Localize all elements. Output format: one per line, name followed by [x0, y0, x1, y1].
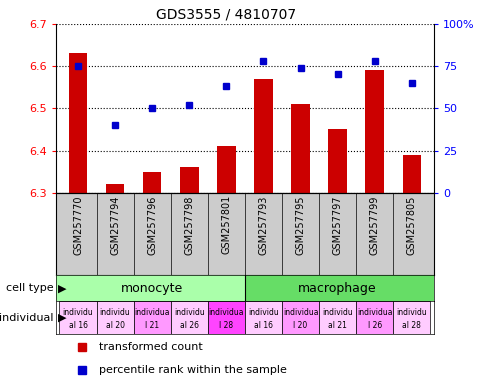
Text: individu: individu — [248, 308, 278, 317]
Text: cell type: cell type — [6, 283, 53, 293]
Text: l 28: l 28 — [219, 321, 233, 330]
Bar — [244, 301, 281, 334]
Text: GSM257793: GSM257793 — [258, 195, 268, 255]
Bar — [281, 301, 318, 334]
Text: GSM257801: GSM257801 — [221, 195, 231, 255]
Text: al 20: al 20 — [106, 321, 124, 330]
Text: GSM257799: GSM257799 — [369, 195, 379, 255]
Bar — [208, 301, 244, 334]
Text: percentile rank within the sample: percentile rank within the sample — [99, 365, 287, 375]
Bar — [96, 301, 134, 334]
Bar — [393, 301, 429, 334]
Text: individual: individual — [0, 313, 53, 323]
Text: individu: individu — [395, 308, 426, 317]
Text: transformed count: transformed count — [99, 342, 203, 352]
Bar — [328, 129, 346, 193]
Text: monocyte: monocyte — [121, 282, 183, 295]
Text: individu: individu — [321, 308, 352, 317]
Text: al 26: al 26 — [180, 321, 198, 330]
Text: l 21: l 21 — [145, 321, 159, 330]
Text: individua: individua — [282, 308, 318, 317]
Title: GDS3555 / 4810707: GDS3555 / 4810707 — [156, 7, 295, 21]
Bar — [244, 275, 433, 301]
Bar — [355, 301, 393, 334]
Text: ▶: ▶ — [58, 283, 67, 293]
Bar — [56, 275, 244, 301]
Text: individu: individu — [100, 308, 130, 317]
Bar — [365, 70, 383, 193]
Text: individua: individua — [208, 308, 243, 317]
Bar — [106, 184, 124, 193]
Bar — [217, 146, 235, 193]
Text: GSM257805: GSM257805 — [406, 195, 416, 255]
Bar — [60, 301, 96, 334]
Bar — [291, 104, 309, 193]
Bar — [170, 301, 208, 334]
Bar — [143, 172, 161, 193]
Bar — [318, 301, 355, 334]
Text: al 28: al 28 — [402, 321, 421, 330]
Bar — [69, 53, 87, 193]
Text: individua: individua — [134, 308, 169, 317]
Text: individu: individu — [62, 308, 93, 317]
Text: macrophage: macrophage — [298, 282, 376, 295]
Text: al 21: al 21 — [328, 321, 347, 330]
Text: ▶: ▶ — [58, 313, 67, 323]
Text: GSM257797: GSM257797 — [332, 195, 342, 255]
Text: l 26: l 26 — [367, 321, 381, 330]
Text: GSM257796: GSM257796 — [147, 195, 157, 255]
Text: GSM257794: GSM257794 — [110, 195, 120, 255]
Bar — [180, 167, 198, 193]
Text: l 20: l 20 — [293, 321, 307, 330]
Bar — [254, 79, 272, 193]
Bar — [134, 301, 170, 334]
Text: al 16: al 16 — [68, 321, 87, 330]
Text: al 16: al 16 — [254, 321, 272, 330]
Bar — [402, 155, 420, 193]
Text: individua: individua — [356, 308, 392, 317]
Text: individu: individu — [174, 308, 204, 317]
Text: GSM257770: GSM257770 — [73, 195, 83, 255]
Text: GSM257798: GSM257798 — [184, 195, 194, 255]
Text: GSM257795: GSM257795 — [295, 195, 305, 255]
